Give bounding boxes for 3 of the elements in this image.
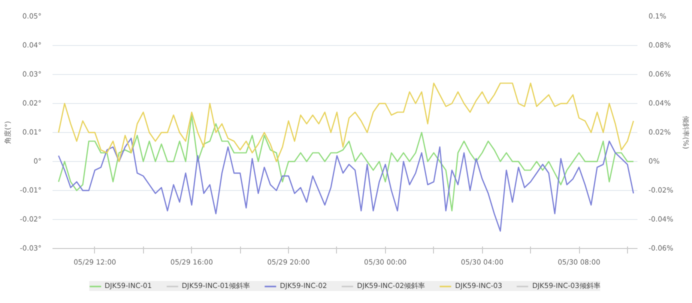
line-series	[58, 114, 634, 212]
line-series	[58, 82, 634, 162]
line-series	[58, 138, 634, 232]
